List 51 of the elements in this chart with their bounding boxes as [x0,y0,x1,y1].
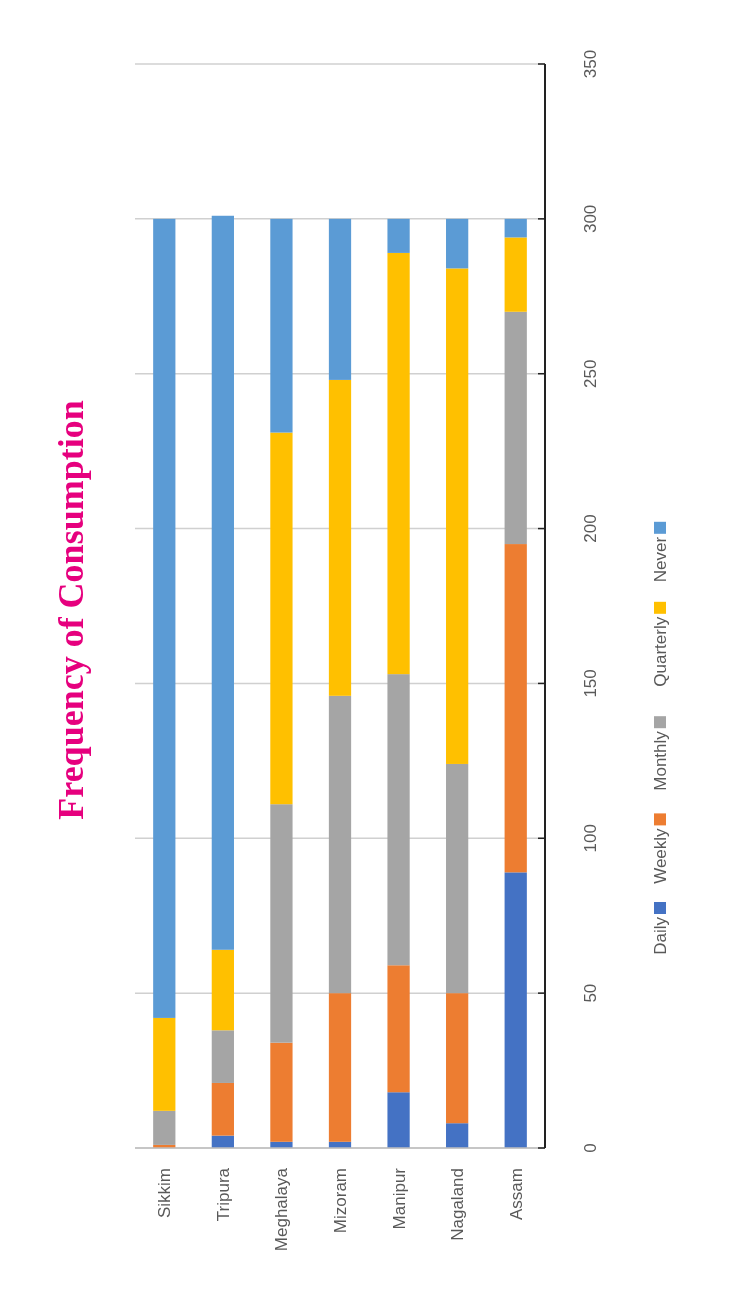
bar [328,993,352,1142]
y-tick-label: 100 [580,824,600,853]
bar [328,695,352,994]
legend-label: Never [650,536,670,583]
bar [446,993,469,1124]
x-tick-label: Assam [506,1168,526,1220]
bar [270,432,293,805]
x-tick-label: Tripura [213,1167,233,1222]
bar [153,1017,176,1111]
bar [270,804,293,1043]
x-tick-label: Mizoram [330,1168,350,1234]
y-tick-label: 0 [580,1143,600,1153]
bar [270,218,293,433]
bar [153,218,176,1018]
y-tick-label: 50 [580,983,600,1003]
bar [387,674,410,966]
bar [387,965,410,1093]
x-tick-label: Meghalaya [272,1167,292,1252]
bar [504,237,527,312]
bar [446,763,469,994]
text: Frequency of Consumption [50,400,91,820]
bar [504,311,527,545]
bar [504,218,527,238]
bar [446,268,469,764]
bar [270,1042,293,1142]
bar [153,1110,176,1145]
x-tick-label: Manipur [389,1167,409,1230]
legend-label: Quarterly [650,616,670,687]
y-tick-label: 300 [580,204,600,234]
bar [387,1092,410,1148]
legend-label: Monthly [650,730,670,791]
y-tick-label: 350 [580,49,600,79]
bar [504,544,527,873]
bar [211,1030,234,1083]
bar [211,215,234,950]
bar [387,252,410,675]
legend-label: Weekly [650,827,670,884]
bar [328,218,352,380]
bar [211,1082,234,1136]
x-tick-label: Sikkim [155,1168,175,1219]
bar [446,1123,469,1148]
legend-label: Daily [650,916,670,955]
x-tick-label: Nagaland [448,1168,468,1241]
y-tick-label: 200 [580,514,600,543]
y-tick-label: 150 [580,669,600,698]
bar [328,379,352,696]
y-tick-label: 250 [580,359,600,388]
bar [387,218,410,253]
bar [504,872,527,1148]
bar [446,218,469,269]
bar [211,949,234,1031]
